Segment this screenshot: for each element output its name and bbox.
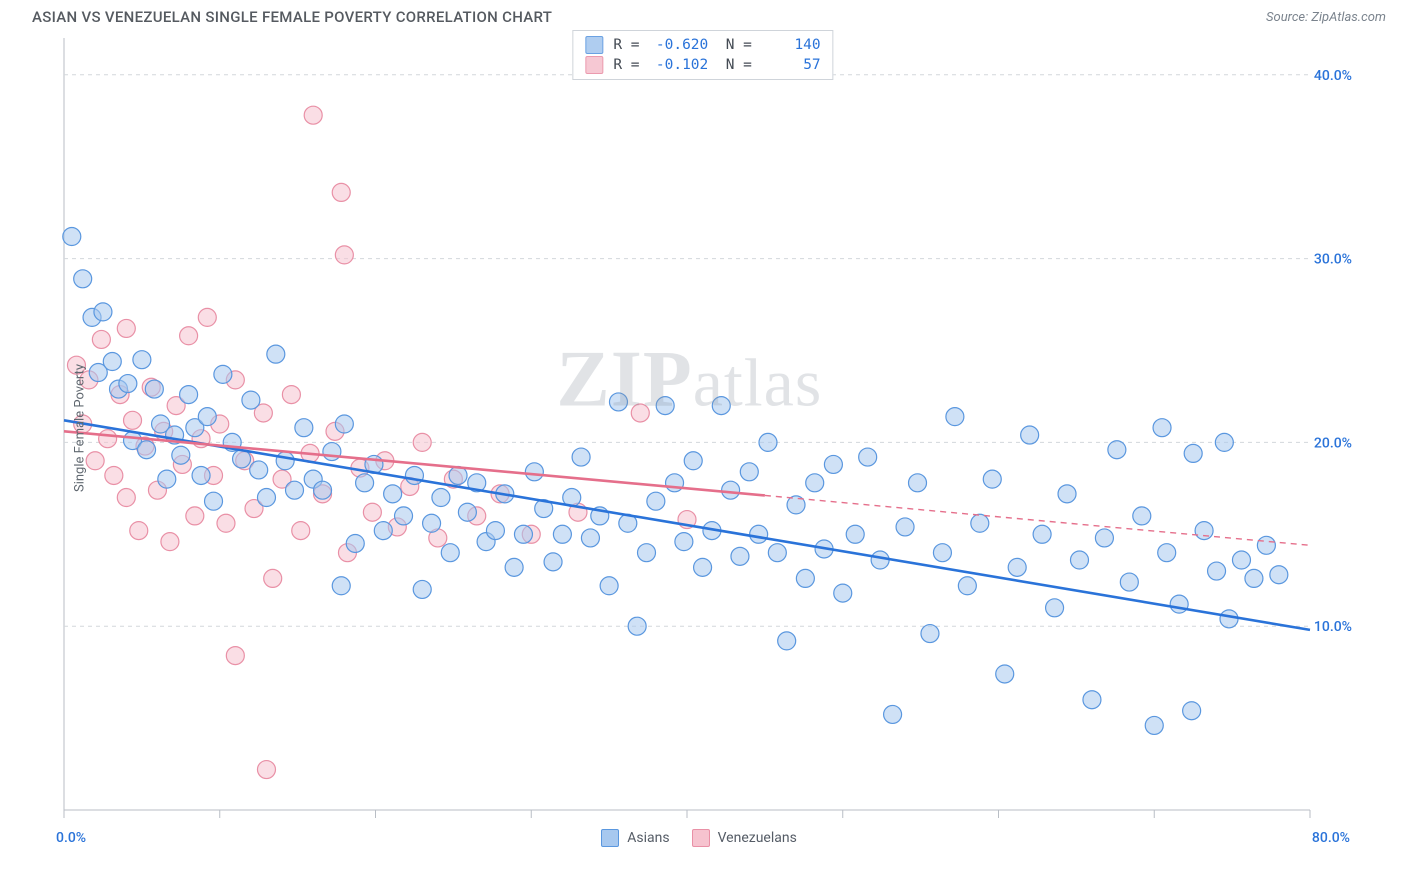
legend-label: Venezuelans [718,830,797,846]
x-axis-bar: 0.0% Asians Venezuelans 80.0% [0,825,1406,847]
legend-swatch [585,36,603,54]
legend-swatch [601,829,619,847]
x-tick-min: 0.0% [56,830,86,846]
x-tick-max: 80.0% [1312,830,1350,846]
svg-text:10.0%: 10.0% [1314,619,1352,635]
legend-item-asians: Asians [601,829,669,847]
chart-title: ASIAN VS VENEZUELAN SINGLE FEMALE POVERT… [32,8,552,26]
legend-swatch [585,56,603,74]
scatter-plot-svg: 10.0% 20.0% 30.0% 40.0% [20,30,1360,825]
bottom-legend: Asians Venezuelans [601,829,797,847]
legend-label: Asians [627,830,669,846]
svg-text:40.0%: 40.0% [1314,68,1352,84]
stat-legend-text: R = -0.620 N = 140 [613,37,820,53]
legend-swatch [692,829,710,847]
plot-area: Single Female Poverty 10.0% 20.0% 30.0% 40.… [20,30,1386,825]
svg-text:20.0%: 20.0% [1314,435,1352,451]
stat-legend-box: R = -0.620 N = 140 R = -0.102 N = 57 [572,30,833,80]
legend-item-venezuelans: Venezuelans [692,829,797,847]
source-label: Source: ZipAtlas.com [1266,10,1386,25]
svg-text:30.0%: 30.0% [1314,252,1352,268]
y-axis-label: Single Female Poverty [73,363,88,491]
stat-legend-text: R = -0.102 N = 57 [613,57,820,73]
